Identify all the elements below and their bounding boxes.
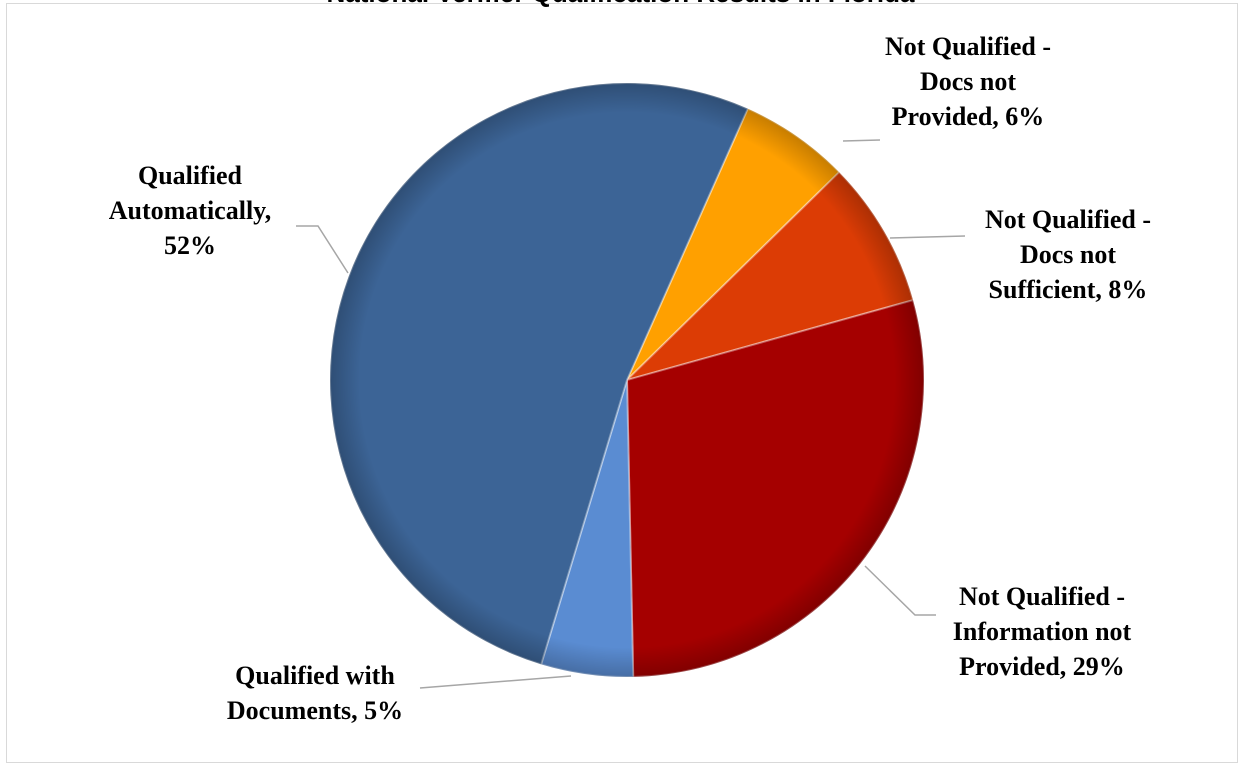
data-label-line: Qualified [138,161,243,190]
data-label-line: Automatically, [109,196,272,225]
data-label-qualified-with-documents: Qualified with Documents, 5% [227,661,403,725]
data-label-not-qualified-docs-not-sufficient: Not Qualified - Docs not Sufficient, 8% [985,205,1151,304]
leader-lines-layer [296,139,966,689]
data-label-line: Sufficient, 8% [989,275,1148,304]
data-label-line: Documents, 5% [227,696,403,725]
data-label-line: Docs not [1020,240,1116,269]
data-label-line: 52% [164,231,216,260]
data-label-line: Provided, 6% [892,102,1045,131]
slices-layer [329,82,925,678]
leader-line-qualified-with-documents [419,675,572,689]
leader-line-not-qualified-docs-not-provided [842,139,881,142]
leader-line-qualified-automatically [296,225,349,274]
chart-title: National Verifier Qualification Results … [0,0,1241,9]
pie-bevel-shade [330,83,924,677]
data-label-not-qualified-information-not-provided: Not Qualified - Information not Provided, … [953,582,1132,681]
data-label-line: Qualified with [235,661,395,690]
data-label-line: Provided, 29% [959,652,1125,681]
data-label-not-qualified-docs-not-provided: Not Qualified - Docs not Provided, 6% [885,32,1051,131]
labels-layer: Not Qualified -Docs not Provided, 6%Not Q… [109,32,1151,725]
data-label-line: Information not [953,617,1132,646]
data-label-line: Not Qualified - [885,32,1051,61]
data-label-qualified-automatically: Qualified Automatically, 52% [109,161,272,260]
data-label-line: Docs not [920,67,1016,96]
leader-line-not-qualified-docs-not-sufficient [889,235,966,239]
leader-line-not-qualified-information-not-provided [864,565,936,616]
data-label-line: Not Qualified - [985,205,1151,234]
data-label-line: Not Qualified - [959,582,1125,611]
